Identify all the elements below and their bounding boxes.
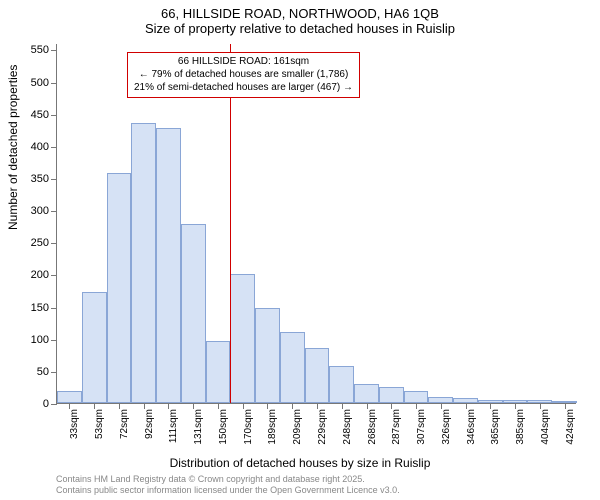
xtick-label: 33sqm: [69, 409, 80, 439]
ytick-mark: [51, 50, 57, 51]
x-axis-label: Distribution of detached houses by size …: [0, 456, 600, 470]
xtick-label: 424sqm: [565, 409, 576, 445]
footer-line2: Contains public sector information licen…: [56, 485, 400, 496]
ytick-label: 0: [43, 398, 49, 410]
xtick-label: 365sqm: [490, 409, 501, 445]
ytick-mark: [51, 404, 57, 405]
xtick-label: 229sqm: [317, 409, 328, 445]
ytick-label: 500: [31, 77, 49, 89]
ytick-mark: [51, 179, 57, 180]
title-block: 66, HILLSIDE ROAD, NORTHWOOD, HA6 1QB Si…: [0, 6, 600, 36]
histogram-bar: [329, 366, 354, 403]
histogram-bar: [354, 384, 379, 403]
xtick-label: 404sqm: [540, 409, 551, 445]
ytick-mark: [51, 83, 57, 84]
annotation-box: 66 HILLSIDE ROAD: 161sqm← 79% of detache…: [127, 52, 360, 98]
plot-area: 05010015020025030035040045050055033sqm53…: [56, 44, 576, 404]
ytick-mark: [51, 115, 57, 116]
title-line1: 66, HILLSIDE ROAD, NORTHWOOD, HA6 1QB: [0, 6, 600, 21]
histogram-bar: [82, 292, 107, 403]
annotation-line1: 66 HILLSIDE ROAD: 161sqm: [134, 55, 353, 68]
xtick-label: 346sqm: [466, 409, 477, 445]
xtick-label: 72sqm: [119, 409, 130, 439]
ytick-mark: [51, 372, 57, 373]
annotation-line3: 21% of semi-detached houses are larger (…: [134, 81, 353, 94]
title-line2: Size of property relative to detached ho…: [0, 21, 600, 36]
xtick-label: 92sqm: [144, 409, 155, 439]
ytick-label: 300: [31, 205, 49, 217]
histogram-bar: [230, 274, 255, 403]
ytick-label: 200: [31, 269, 49, 281]
chart-container: 66, HILLSIDE ROAD, NORTHWOOD, HA6 1QB Si…: [0, 0, 600, 500]
xtick-label: 189sqm: [267, 409, 278, 445]
ytick-label: 450: [31, 109, 49, 121]
ytick-label: 100: [31, 334, 49, 346]
xtick-label: 268sqm: [367, 409, 378, 445]
ytick-label: 400: [31, 141, 49, 153]
histogram-bar: [131, 123, 156, 403]
xtick-label: 131sqm: [193, 409, 204, 445]
xtick-label: 209sqm: [292, 409, 303, 445]
xtick-label: 111sqm: [168, 409, 179, 443]
xtick-label: 326sqm: [441, 409, 452, 445]
xtick-label: 170sqm: [243, 409, 254, 445]
ytick-label: 350: [31, 173, 49, 185]
xtick-label: 248sqm: [342, 409, 353, 445]
histogram-bar: [255, 308, 280, 403]
xtick-label: 287sqm: [391, 409, 402, 445]
xtick-label: 150sqm: [218, 409, 229, 445]
ytick-mark: [51, 340, 57, 341]
y-axis-label: Number of detached properties: [6, 65, 20, 230]
xtick-label: 385sqm: [515, 409, 526, 445]
histogram-bar: [107, 173, 132, 403]
xtick-label: 53sqm: [94, 409, 105, 439]
histogram-bar: [181, 224, 206, 403]
histogram-bar: [305, 348, 330, 403]
ytick-label: 550: [31, 44, 49, 56]
histogram-bar: [57, 391, 82, 403]
ytick-label: 50: [37, 366, 49, 378]
footer: Contains HM Land Registry data © Crown c…: [56, 474, 400, 497]
annotation-line2: ← 79% of detached houses are smaller (1,…: [134, 68, 353, 81]
footer-line1: Contains HM Land Registry data © Crown c…: [56, 474, 400, 485]
histogram-bar: [404, 391, 429, 403]
xtick-label: 307sqm: [416, 409, 427, 445]
ytick-label: 250: [31, 237, 49, 249]
ytick-mark: [51, 275, 57, 276]
ytick-mark: [51, 308, 57, 309]
ytick-label: 150: [31, 302, 49, 314]
ytick-mark: [51, 211, 57, 212]
histogram-bar: [280, 332, 305, 403]
histogram-bar: [379, 387, 404, 403]
histogram-bar: [206, 341, 231, 403]
ytick-mark: [51, 147, 57, 148]
histogram-bar: [156, 128, 181, 403]
ytick-mark: [51, 243, 57, 244]
